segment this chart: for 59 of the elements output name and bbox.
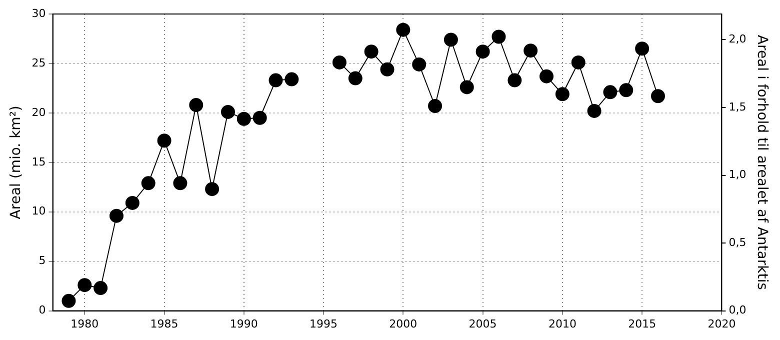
y-tick-label: 5 bbox=[38, 254, 46, 268]
point bbox=[635, 42, 650, 56]
y2-tick-label: 0,0 bbox=[728, 304, 746, 317]
point bbox=[157, 134, 172, 148]
point bbox=[444, 32, 458, 47]
point bbox=[348, 71, 362, 86]
x-tick-label: 2020 bbox=[708, 317, 736, 330]
x-tick-label: 1985 bbox=[150, 317, 178, 330]
y2-tick-label: 2,0 bbox=[728, 32, 746, 46]
point bbox=[173, 176, 188, 190]
point bbox=[332, 55, 346, 70]
point bbox=[555, 87, 570, 102]
point bbox=[220, 104, 235, 119]
point bbox=[205, 182, 220, 196]
point bbox=[524, 44, 538, 58]
y-tick-label: 10 bbox=[32, 204, 46, 218]
y2-axis-title: Areal i forhold til arealet af Antarktis bbox=[754, 34, 770, 290]
y2-tick-label: 1,0 bbox=[728, 168, 746, 182]
point bbox=[268, 73, 283, 88]
point bbox=[587, 104, 602, 118]
y2-tick-label: 0,5 bbox=[728, 236, 746, 249]
x-tick-label: 2000 bbox=[389, 317, 418, 330]
point bbox=[94, 281, 108, 296]
point bbox=[508, 73, 522, 88]
y-tick-label: 30 bbox=[32, 6, 46, 20]
point bbox=[603, 85, 618, 100]
point bbox=[396, 22, 410, 37]
point bbox=[236, 112, 251, 126]
point bbox=[189, 98, 204, 112]
x-tick-label: 2015 bbox=[628, 317, 656, 330]
point bbox=[364, 44, 378, 59]
y-tick-label: 15 bbox=[32, 155, 46, 168]
point bbox=[412, 57, 426, 72]
point bbox=[78, 278, 92, 292]
point bbox=[571, 55, 586, 70]
point bbox=[540, 69, 554, 84]
x-tick-label: 1990 bbox=[230, 317, 258, 330]
x-tick-label: 1980 bbox=[70, 317, 99, 330]
y-axis-title: Areal (mio. km²) bbox=[8, 106, 24, 220]
x-tick-label: 2010 bbox=[548, 317, 576, 330]
x-tick-label: 1995 bbox=[310, 317, 338, 330]
point bbox=[460, 80, 474, 94]
x-tick-label: 2005 bbox=[468, 317, 497, 330]
point bbox=[110, 208, 124, 223]
y2-tick-label: 1,5 bbox=[728, 100, 746, 114]
point bbox=[492, 30, 506, 44]
point bbox=[252, 110, 267, 125]
point bbox=[141, 176, 156, 190]
y-tick-label: 20 bbox=[32, 106, 46, 119]
point bbox=[125, 196, 140, 210]
y-tick-label: 0 bbox=[38, 304, 46, 317]
point bbox=[651, 89, 665, 104]
point bbox=[428, 99, 442, 114]
point bbox=[380, 62, 394, 76]
point bbox=[476, 44, 490, 59]
y-tick-label: 25 bbox=[32, 56, 46, 70]
point bbox=[619, 83, 634, 98]
point bbox=[62, 294, 76, 308]
point bbox=[284, 72, 299, 86]
